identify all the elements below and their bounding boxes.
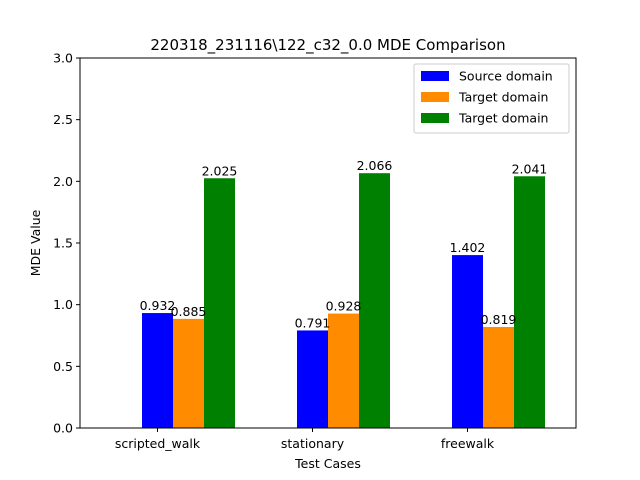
bar-series0-scripted-walk bbox=[142, 313, 173, 428]
data-label-series2-scripted-walk: 2.025 bbox=[202, 163, 238, 178]
legend-label-1: Target domain bbox=[458, 90, 548, 105]
bar-series0-freewalk bbox=[452, 255, 483, 428]
bar-series2-scripted-walk bbox=[204, 178, 235, 428]
bar-series2-freewalk bbox=[514, 176, 545, 428]
data-label-series0-stationary: 0.791 bbox=[295, 315, 331, 330]
y-tick-label: 2.0 bbox=[53, 174, 73, 189]
data-label-series1-scripted-walk: 0.885 bbox=[171, 304, 207, 319]
bar-series1-freewalk bbox=[483, 326, 514, 428]
x-axis: scripted_walk stationary freewalk bbox=[115, 428, 495, 451]
legend-swatch-0 bbox=[421, 71, 449, 81]
y-tick-label: 1.5 bbox=[53, 236, 73, 251]
data-labels-group: 0.932 0.791 1.402 0.885 0.928 0.819 2.025 2.066… bbox=[140, 158, 548, 330]
bar-series2-stationary bbox=[359, 173, 390, 428]
y-tick-label: 0.0 bbox=[53, 421, 73, 436]
data-label-series1-freewalk: 0.819 bbox=[481, 312, 517, 327]
chart-title: 220318_231116\122_c32_0.0 MDE Comparison bbox=[150, 36, 505, 55]
legend-swatch-2 bbox=[421, 113, 449, 123]
x-tick-label-stationary: stationary bbox=[281, 436, 345, 451]
legend-label-0: Source domain bbox=[459, 69, 553, 84]
y-tick-label: 0.5 bbox=[53, 359, 73, 374]
y-axis-label: MDE Value bbox=[28, 209, 43, 276]
data-label-series2-stationary: 2.066 bbox=[357, 158, 393, 173]
bar-series1-stationary bbox=[328, 313, 359, 428]
legend-swatch-1 bbox=[421, 92, 449, 102]
legend-box bbox=[413, 63, 570, 134]
legend: Source domain Target domain Target domain bbox=[413, 63, 570, 134]
y-tick-label: 1.0 bbox=[53, 297, 73, 312]
data-label-series1-stationary: 0.928 bbox=[326, 299, 362, 314]
legend-label-2: Target domain bbox=[458, 111, 548, 126]
x-tick-label-freewalk: freewalk bbox=[441, 436, 495, 451]
bars-group bbox=[142, 173, 545, 428]
data-label-series2-freewalk: 2.041 bbox=[512, 161, 548, 176]
data-label-series0-freewalk: 1.402 bbox=[450, 240, 486, 255]
data-label-series0-scripted-walk: 0.932 bbox=[140, 298, 176, 313]
bar-series0-stationary bbox=[297, 330, 328, 428]
x-tick-label-scripted-walk: scripted_walk bbox=[115, 436, 201, 451]
y-tick-label: 3.0 bbox=[53, 51, 73, 66]
y-tick-label: 2.5 bbox=[53, 112, 73, 127]
x-axis-label: Test Cases bbox=[294, 456, 361, 471]
bar-series1-scripted-walk bbox=[173, 318, 204, 428]
y-axis: 0.0 0.5 1.0 1.5 2.0 2.5 3.0 bbox=[53, 51, 80, 436]
